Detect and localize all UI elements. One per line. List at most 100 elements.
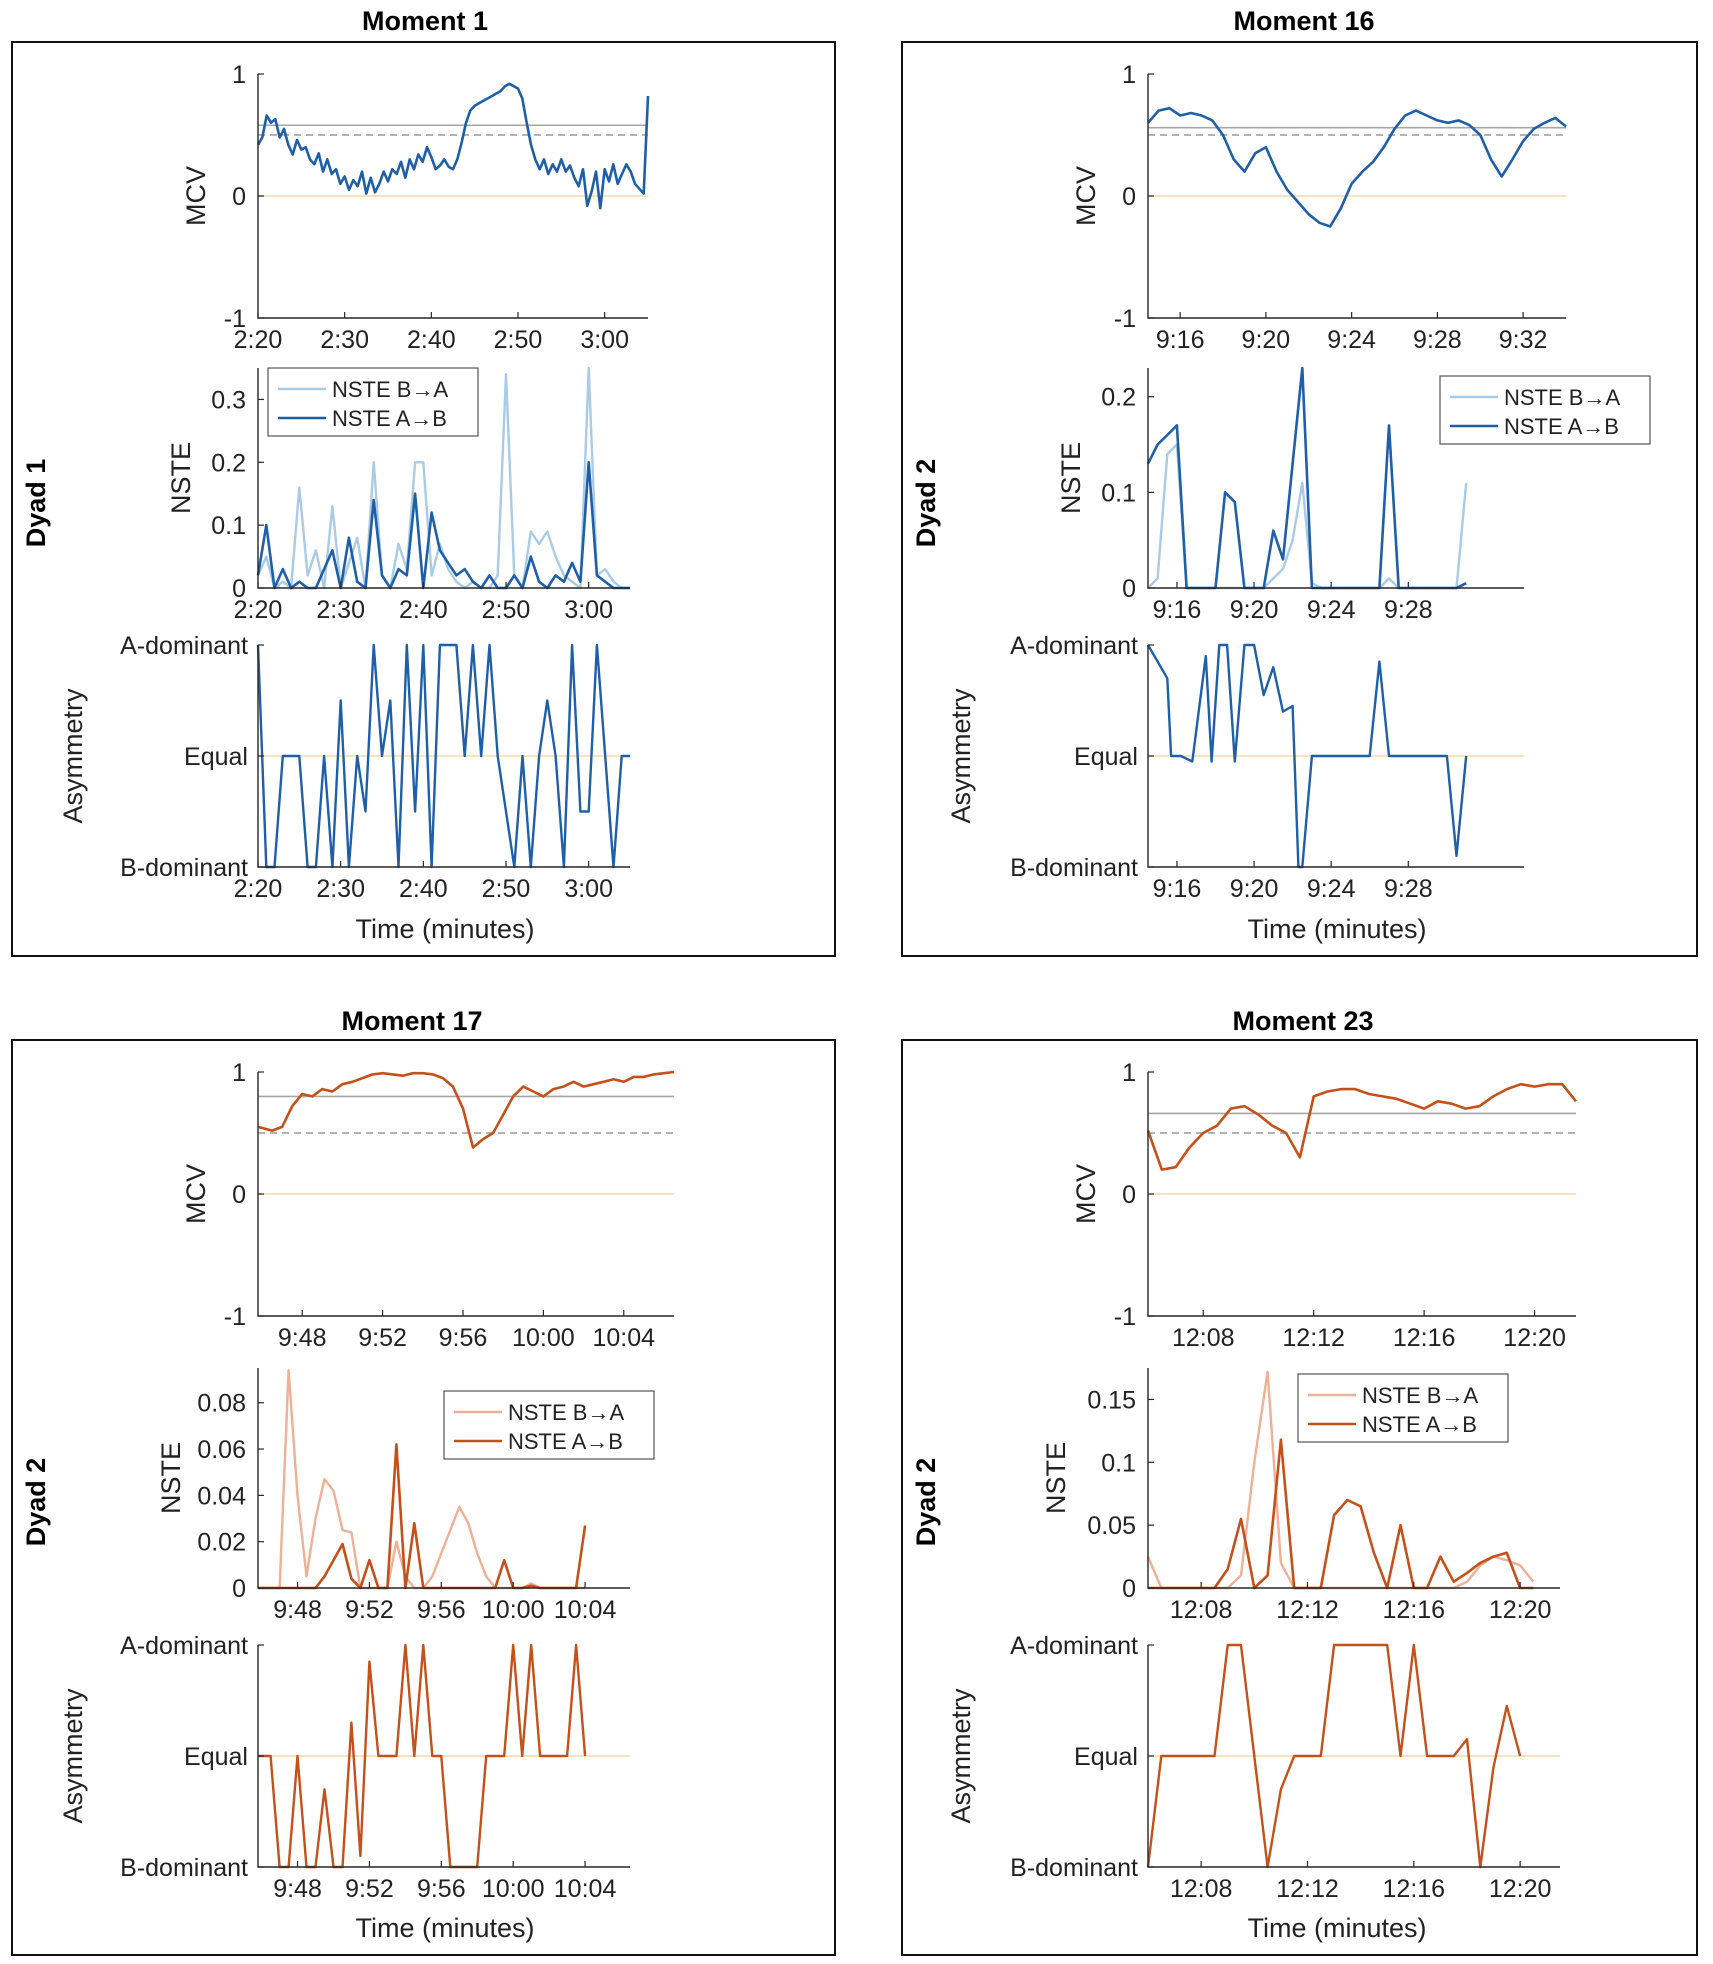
x-tick-label: 12:08	[1172, 1324, 1235, 1352]
y-tick-label: Equal	[184, 743, 248, 771]
nste-legend: NSTE B→A NSTE A→B	[443, 1390, 655, 1460]
nste-a-to-b-line	[1146, 366, 1467, 590]
y-tick-label: B-dominant	[120, 854, 248, 882]
x-axis-label: Time (minutes)	[355, 914, 534, 944]
x-tick-label: 9:52	[345, 1875, 394, 1903]
x-tick-label: 9:24	[1307, 875, 1356, 903]
x-axis-label: Time (minutes)	[355, 1913, 534, 1943]
x-tick-label: 12:08	[1170, 1875, 1233, 1903]
y-tick-label: 0.2	[1101, 384, 1136, 412]
y-tick-label: 1	[232, 61, 246, 89]
x-tick-label: 12:16	[1383, 1875, 1446, 1903]
x-tick-label: 9:16	[1153, 875, 1202, 903]
legend-box	[1297, 1373, 1509, 1443]
mcv-y-label: MCV	[181, 1164, 211, 1224]
x-tick-label: 9:20	[1230, 875, 1279, 903]
x-tick-label: 2:40	[399, 596, 448, 624]
x-tick-label: 9:56	[417, 1875, 466, 1903]
x-tick-label: 2:20	[234, 875, 283, 903]
mcv-series-line	[1147, 106, 1567, 228]
asymmetry-axes: A-dominant Equal B-dominant 9:48 9:52 9:56 10:…	[58, 1632, 630, 1903]
asym-y-label: Asymmetry	[58, 1688, 88, 1824]
legend-label-b-to-a: NSTE B→A	[1504, 385, 1620, 410]
y-tick-label: A-dominant	[1010, 632, 1138, 660]
y-tick-label: -1	[224, 1303, 246, 1331]
nste-legend: NSTE B→A NSTE A→B	[267, 367, 479, 437]
mcv-y-label: MCV	[1071, 166, 1101, 226]
y-tick-label: A-dominant	[1010, 1632, 1138, 1660]
y-tick-label: 0.1	[1101, 479, 1136, 507]
asym-series-line	[1146, 1643, 1522, 1869]
asymmetry-axes: A-dominant Equal B-dominant 9:16 9:20 9:24 9:2…	[946, 632, 1524, 903]
x-tick-label: 2:50	[482, 875, 531, 903]
legend-label-a-to-b: NSTE A→B	[332, 406, 447, 431]
y-tick-label: 0.06	[197, 1436, 246, 1464]
legend-label-b-to-a: NSTE B→A	[332, 377, 448, 402]
dyad-label: Dyad 2	[911, 1458, 941, 1547]
y-tick-label: 0	[1122, 1181, 1136, 1209]
x-tick-label: 12:12	[1276, 1596, 1339, 1624]
y-tick-label: B-dominant	[120, 1854, 248, 1882]
y-tick-label: 0	[1122, 575, 1136, 603]
legend-box	[267, 367, 479, 437]
x-tick-label: 9:48	[273, 1875, 322, 1903]
panel-p2: Moment 16 Dyad 2 1 0 -1 9:16 9:20 9:24 9:28 9:32 M…	[901, 6, 1698, 957]
y-tick-label: 0	[1122, 183, 1136, 211]
asym-series-line	[256, 643, 630, 869]
x-tick-label: 12:20	[1503, 1324, 1566, 1352]
panel-border	[901, 1039, 1698, 1956]
y-tick-label: 0.15	[1087, 1386, 1136, 1414]
x-tick-label: 9:48	[273, 1596, 322, 1624]
y-tick-label: 0.05	[1087, 1512, 1136, 1540]
asym-y-label: Asymmetry	[946, 688, 976, 824]
y-tick-label: 0	[232, 1181, 246, 1209]
x-tick-label: 10:00	[482, 1875, 545, 1903]
x-tick-label: 9:52	[345, 1596, 394, 1624]
y-tick-label: 0.02	[197, 1529, 246, 1557]
panel-title: Moment 16	[1233, 6, 1374, 36]
nste-axes: 0 0.1 0.2 0.3 2:20 2:30 2:40 2:50 3:00 NSTE NSTE B…	[166, 366, 630, 624]
y-tick-label: A-dominant	[120, 632, 248, 660]
legend-label-a-to-b: NSTE A→B	[508, 1429, 623, 1454]
x-tick-label: 9:32	[1499, 326, 1548, 354]
x-tick-label: 10:04	[592, 1324, 655, 1352]
y-tick-label: 0.3	[211, 386, 246, 414]
y-tick-label: 0	[232, 183, 246, 211]
asymmetry-axes: A-dominant Equal B-dominant 12:08 12:12 12:16…	[946, 1632, 1560, 1903]
y-tick-label: B-dominant	[1010, 1854, 1138, 1882]
nste-axes: 0 0.05 0.1 0.15 12:08 12:12 12:16 12:20 NSTE NSTE…	[1041, 1368, 1560, 1624]
y-tick-label: 0	[1122, 1575, 1136, 1603]
panel-border	[11, 1039, 836, 1956]
panel-title: Moment 23	[1232, 1006, 1373, 1036]
x-tick-label: 2:50	[494, 326, 543, 354]
nste-a-to-b-line	[1148, 1438, 1534, 1590]
y-tick-label: Equal	[184, 1743, 248, 1771]
x-tick-label: 9:20	[1230, 596, 1279, 624]
y-tick-label: 0.2	[211, 449, 246, 477]
y-tick-label: 1	[232, 1059, 246, 1087]
x-tick-label: 10:00	[512, 1324, 575, 1352]
mcv-axes: 1 0 -12:20 2:30 2:40 2:50 3:00 MCV	[181, 61, 650, 354]
y-tick-label: Equal	[1074, 743, 1138, 771]
x-tick-label: 9:28	[1413, 326, 1462, 354]
x-tick-label: 3:00	[564, 596, 613, 624]
nste-y-label: NSTE	[156, 1442, 186, 1514]
y-tick-label: 0	[232, 1575, 246, 1603]
x-tick-label: 10:04	[554, 1596, 617, 1624]
x-tick-label: 12:20	[1489, 1875, 1552, 1903]
mcv-axes: 1 0 -1 12:08 12:12 12:16 12:20 MCV	[1071, 1059, 1578, 1352]
x-tick-label: 9:56	[439, 1324, 488, 1352]
x-tick-label: 12:16	[1393, 1324, 1456, 1352]
mcv-y-label: MCV	[1071, 1164, 1101, 1224]
x-axis-label: Time (minutes)	[1247, 1913, 1426, 1943]
mcv-axes: 1 0 -1 9:48 9:52 9:56 10:00 10:04 MCV	[181, 1059, 675, 1352]
y-tick-label: 0.08	[197, 1390, 246, 1418]
legend-label-b-to-a: NSTE B→A	[508, 1400, 624, 1425]
asym-y-label: Asymmetry	[946, 1688, 976, 1824]
legend-label-a-to-b: NSTE A→B	[1504, 414, 1619, 439]
x-tick-label: 9:28	[1384, 596, 1433, 624]
x-tick-label: 9:28	[1384, 875, 1433, 903]
x-tick-label: 9:20	[1242, 326, 1291, 354]
